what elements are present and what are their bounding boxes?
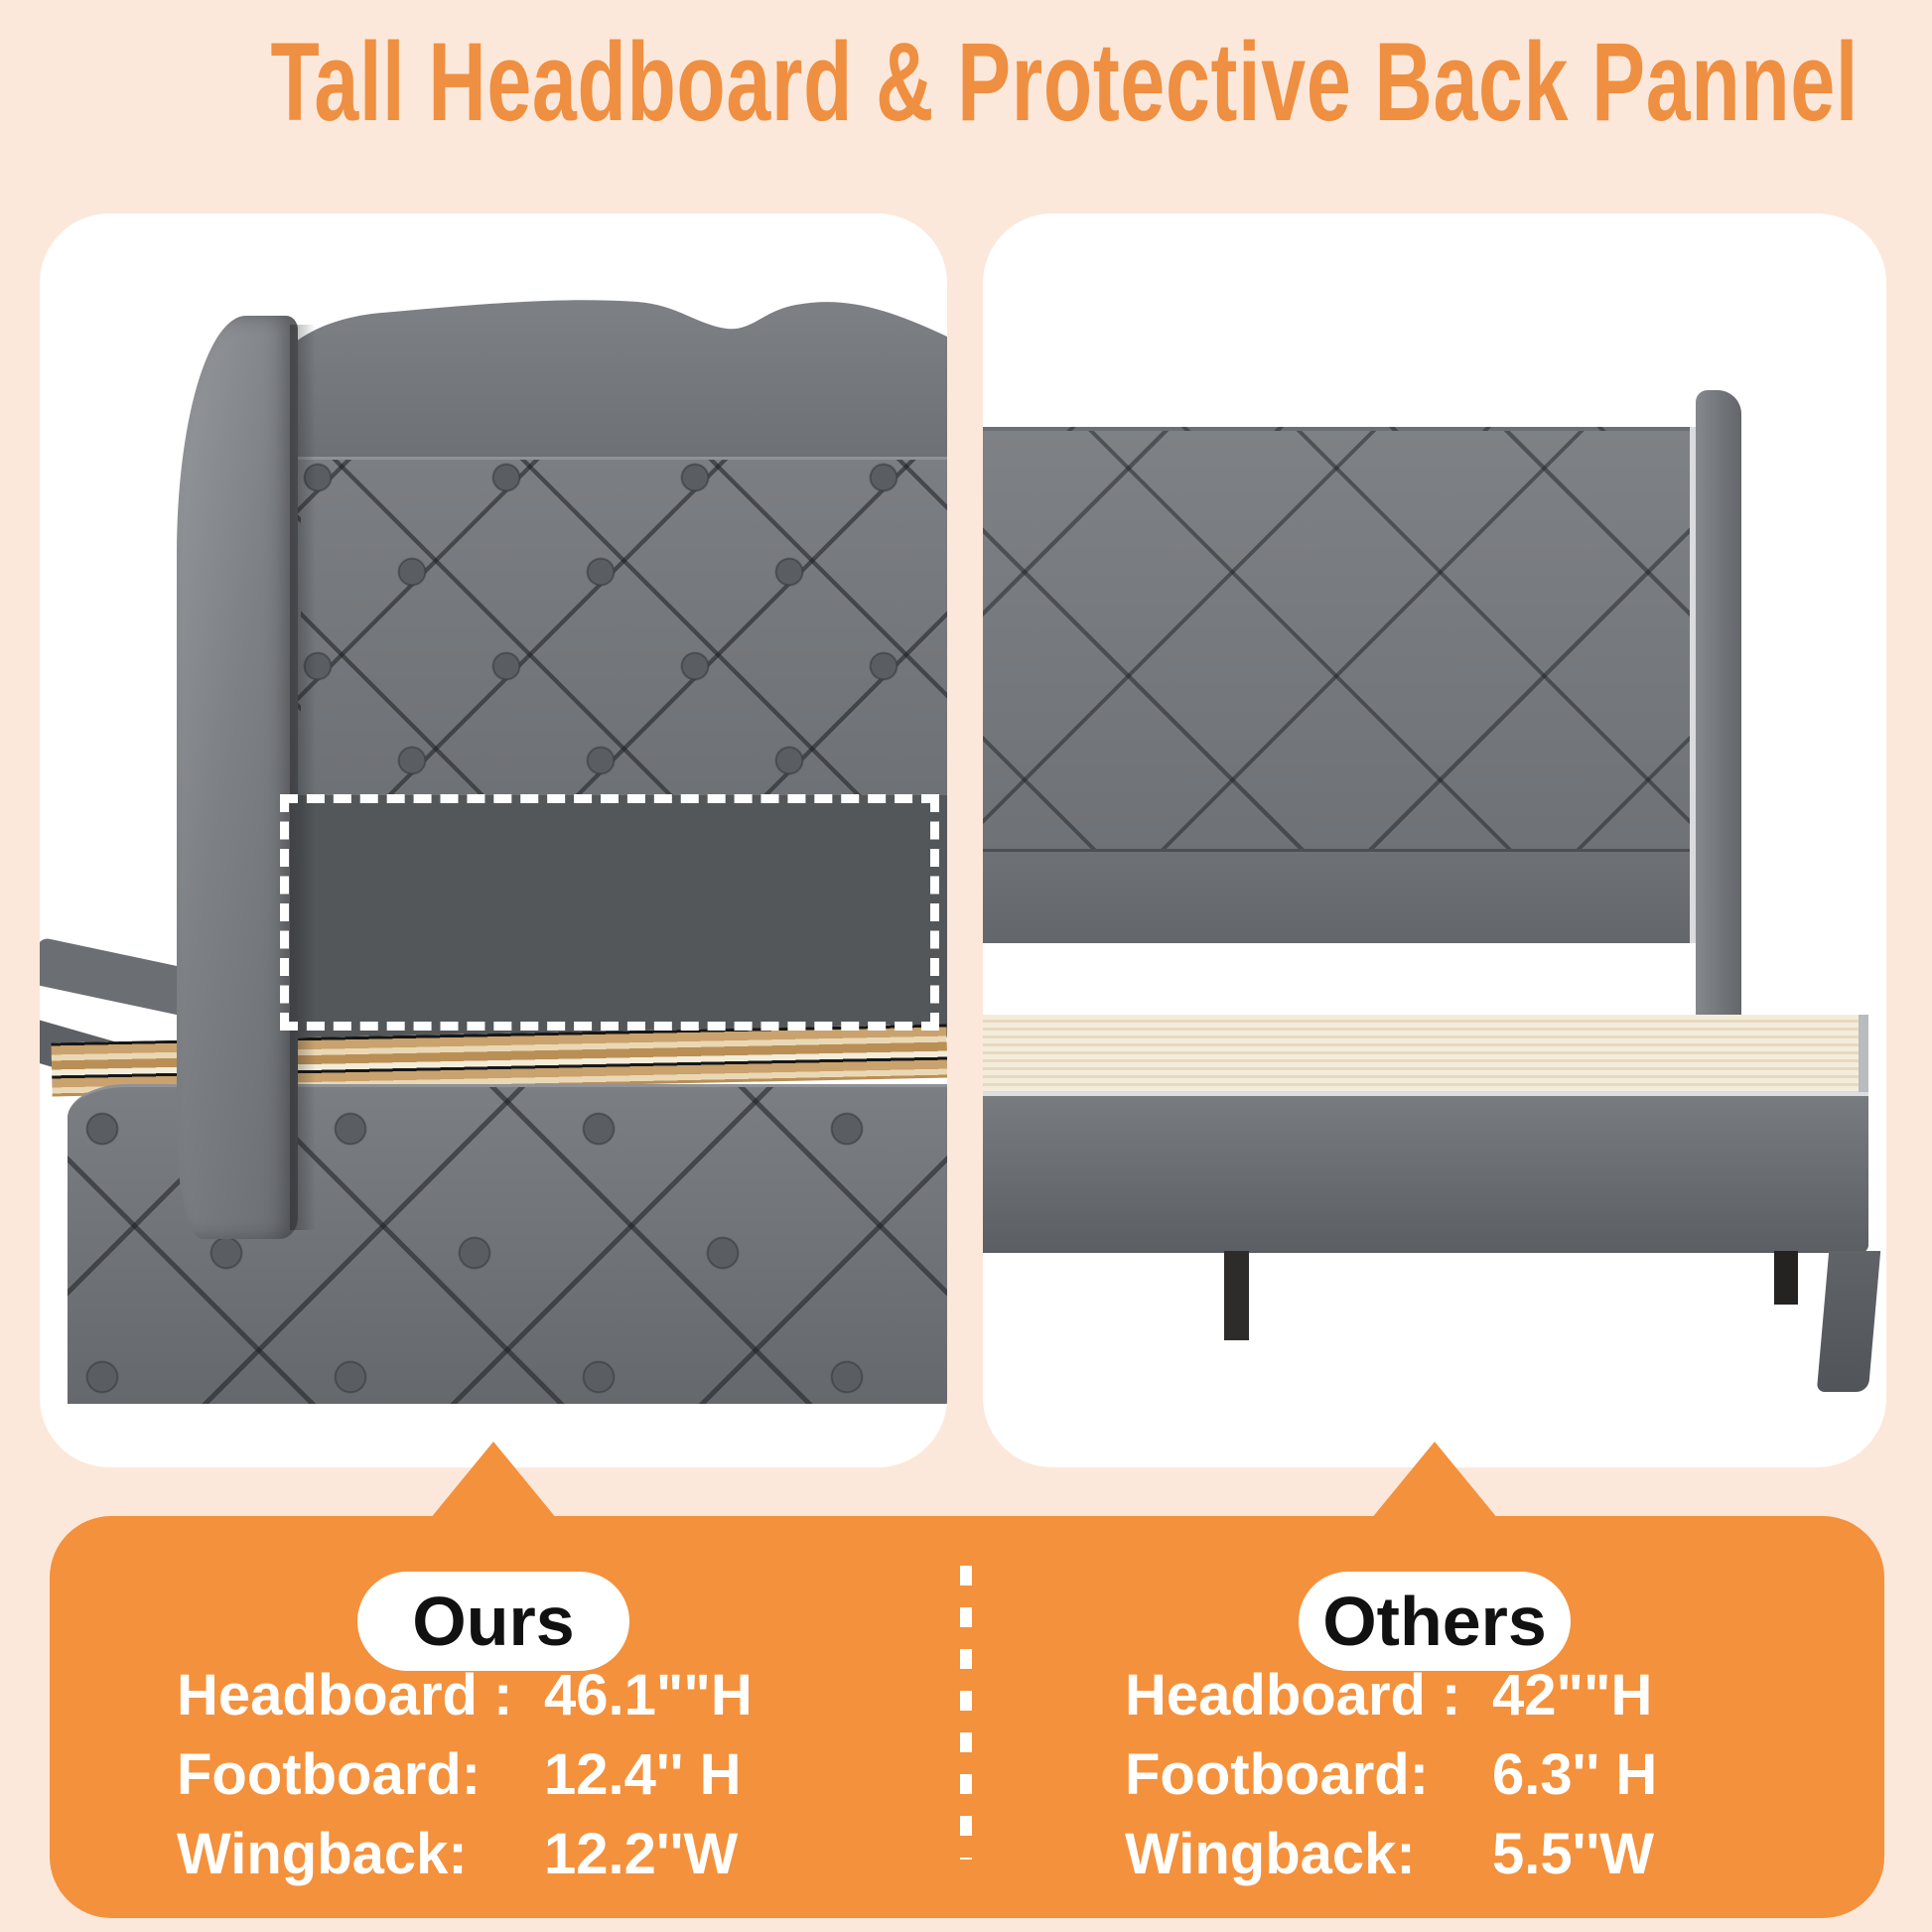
headboard-wing-gap [1690, 427, 1696, 943]
spec-value: 6.3'' H [1492, 1742, 1658, 1807]
bed-image-others [983, 213, 1886, 1467]
tufted-headboard [288, 457, 947, 799]
headboard-bottom-band [983, 849, 1690, 943]
spec-value: 46.1""H [544, 1663, 753, 1727]
dashed-divider [960, 1566, 972, 1860]
spec-label: Headboard : [177, 1663, 513, 1727]
spec-value: 12.2''W [544, 1822, 739, 1886]
spec-row-footboard: Footboard: 12.4'' H [149, 1735, 903, 1815]
spec-value: 12.4'' H [544, 1742, 742, 1807]
spec-label: Wingback: [177, 1822, 468, 1886]
bed-leg-corner [1816, 1251, 1881, 1392]
spec-value: 5.5''W [1492, 1822, 1654, 1886]
spec-row-headboard: Headboard : 46.1""H [149, 1656, 903, 1735]
spec-row-wingback: Wingback: 5.5''W [1097, 1815, 1852, 1894]
spec-value: 42""H [1492, 1663, 1653, 1727]
page-title: Tall Headboard & Protective Back Pannel [270, 20, 1860, 144]
ours-badge-label: Ours [412, 1583, 575, 1660]
highlight-dashed-box [280, 794, 939, 1031]
ours-badge: Ours [357, 1572, 629, 1671]
spec-row-wingback: Wingback: 12.2''W [149, 1815, 903, 1894]
up-pointer-ours-icon [430, 1442, 557, 1519]
spec-row-headboard: Headboard : 42""H [1097, 1656, 1852, 1735]
bed-leg-middle [1774, 1251, 1798, 1305]
spec-label: Footboard: [177, 1742, 482, 1807]
slat-deck [983, 1015, 1868, 1094]
bed-leg-front [1224, 1251, 1249, 1340]
protective-back-panel [288, 795, 947, 1037]
tufted-footboard [68, 1084, 947, 1404]
spec-row-footboard: Footboard: 6.3'' H [1097, 1735, 1852, 1815]
others-badge-label: Others [1322, 1583, 1547, 1660]
others-spec-list: Headboard : 42""H Footboard: 6.3'' H Win… [1097, 1656, 1852, 1894]
wingback-left [177, 316, 298, 1239]
up-pointer-others-icon [1371, 1442, 1498, 1519]
spec-label: Footboard: [1125, 1742, 1430, 1807]
headboard-crest [248, 300, 947, 491]
spec-label: Wingback: [1125, 1822, 1416, 1886]
bed-image-ours [40, 213, 947, 1467]
ours-spec-list: Headboard : 46.1""H Footboard: 12.4'' H … [149, 1656, 903, 1894]
spec-label: Headboard : [1125, 1663, 1461, 1727]
platform-rail [983, 1092, 1868, 1253]
wing-shadow [290, 325, 316, 1230]
others-badge: Others [1299, 1572, 1571, 1671]
